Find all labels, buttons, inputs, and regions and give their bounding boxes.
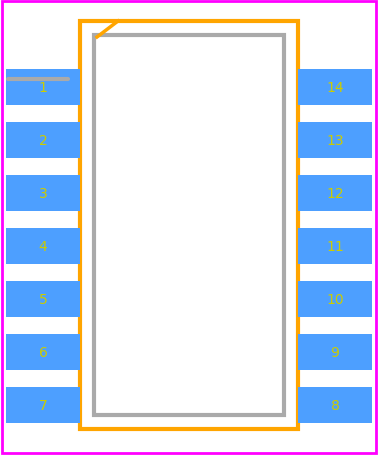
Text: 8: 8 — [331, 398, 339, 412]
Bar — [6, 228, 80, 264]
Bar — [298, 123, 372, 159]
Bar — [6, 281, 80, 317]
Text: 11: 11 — [326, 239, 344, 253]
Bar — [6, 176, 80, 212]
Text: 7: 7 — [39, 398, 47, 412]
Bar — [298, 281, 372, 317]
Text: 12: 12 — [326, 187, 344, 201]
Text: 2: 2 — [39, 134, 47, 148]
Text: 4: 4 — [39, 239, 47, 253]
Text: 14: 14 — [326, 81, 344, 95]
Text: 10: 10 — [326, 293, 344, 306]
Text: 9: 9 — [331, 345, 339, 359]
Bar — [6, 334, 80, 370]
Bar — [298, 387, 372, 423]
Text: 3: 3 — [39, 187, 47, 201]
Bar — [6, 70, 80, 106]
Bar — [6, 123, 80, 159]
Bar — [298, 334, 372, 370]
Bar — [6, 387, 80, 423]
Text: 5: 5 — [39, 293, 47, 306]
Bar — [80, 22, 298, 429]
Bar — [298, 228, 372, 264]
Text: 13: 13 — [326, 134, 344, 148]
Text: 6: 6 — [39, 345, 47, 359]
Bar — [94, 36, 284, 415]
Bar — [298, 70, 372, 106]
Text: 1: 1 — [39, 81, 47, 95]
Bar — [298, 176, 372, 212]
